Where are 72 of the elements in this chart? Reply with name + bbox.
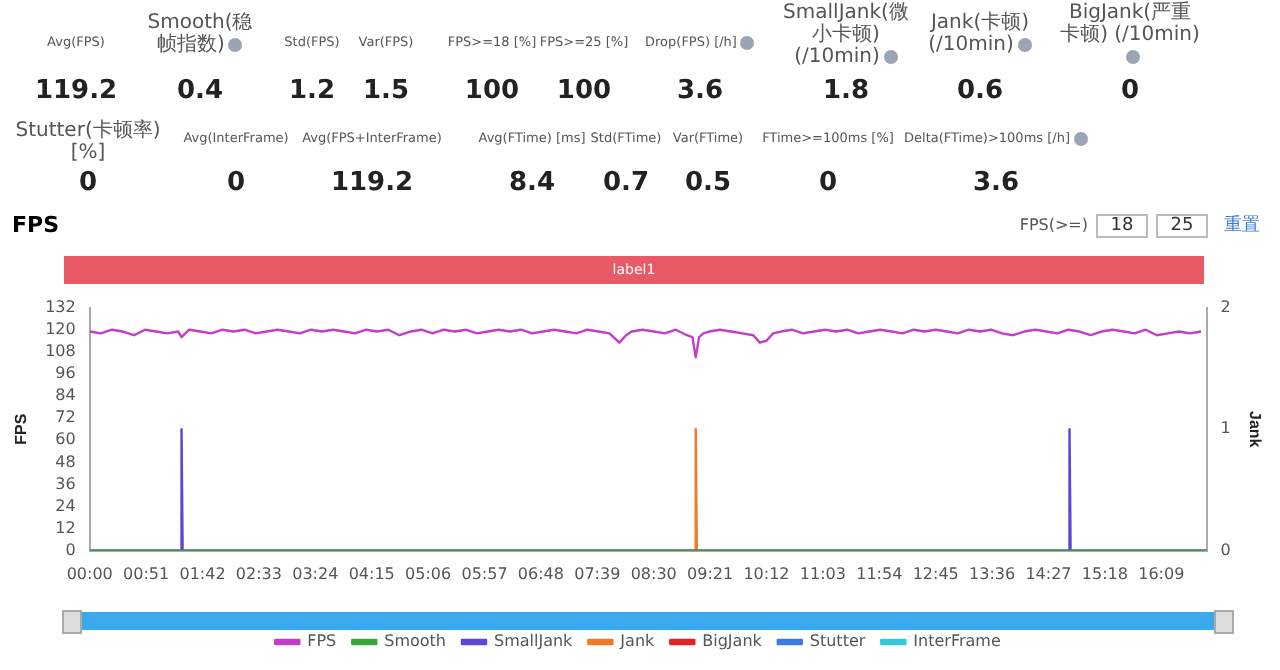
x-tick-label: 04:15 <box>348 564 395 583</box>
x-tick-label: 03:24 <box>292 564 339 583</box>
x-tick-label: 11:54 <box>856 564 903 583</box>
y2-axis-title: Jank <box>1245 410 1264 449</box>
x-tick-label: 06:48 <box>517 564 564 583</box>
text: Jank(卡顿) (/10min) <box>928 12 1029 56</box>
y-tick-label: 132 <box>45 297 76 316</box>
y-tick-label: 0 <box>65 540 76 559</box>
legend-label: Stutter <box>809 632 867 651</box>
x-tick-label: 05:06 <box>405 564 452 583</box>
y2-tick-label: 1 <box>1220 419 1231 438</box>
x-tick-label: 11:03 <box>799 564 846 583</box>
x-tick-label: 00:51 <box>123 564 170 583</box>
legend-label: InterFrame <box>913 632 1001 651</box>
y-tick-label: 108 <box>45 341 76 360</box>
text: 119.2 <box>34 76 118 106</box>
x-tick-label: 08:30 <box>630 564 677 583</box>
x-tick-label: 01:42 <box>179 564 226 583</box>
text: 3.6 <box>972 168 1020 198</box>
x-tick-label: 07:39 <box>574 564 621 583</box>
text: 0.7 <box>602 168 650 198</box>
text: BigJank(严重卡顿) (/10min) <box>1060 2 1200 46</box>
text: 0 <box>1120 76 1140 106</box>
y-tick-label: 96 <box>55 364 76 383</box>
text: 0 <box>818 168 838 198</box>
x-tick-label: 16:09 <box>1138 564 1185 583</box>
text: 119.2 <box>330 168 414 198</box>
text: SmallJank(微小卡顿) (/10min) <box>783 2 909 68</box>
y2-tick-label: 2 <box>1220 297 1231 316</box>
y-tick-label: 84 <box>55 386 76 405</box>
x-tick-label: 15:18 <box>1081 564 1128 583</box>
text: FPS(>=) <box>1019 216 1088 234</box>
text: 0 <box>78 168 98 198</box>
x-tick-label: 05:57 <box>461 564 508 583</box>
x-tick-label: 00:00 <box>66 564 113 583</box>
y-tick-label: 36 <box>55 474 76 493</box>
legend-label: FPS <box>307 632 337 651</box>
text: 0 <box>226 168 246 198</box>
text: 25 <box>1156 213 1208 237</box>
text: 3.6 <box>676 76 724 106</box>
x-tick-label: 02:33 <box>235 564 282 583</box>
y-tick-label: 72 <box>55 408 76 427</box>
text: 1.8 <box>822 76 870 106</box>
y-tick-label: 12 <box>55 518 76 537</box>
text: Smooth(稳帧指数) <box>147 12 253 56</box>
text: 0.6 <box>956 76 1004 106</box>
text: 100 <box>464 76 520 106</box>
y-tick-label: 120 <box>45 319 76 338</box>
text: Stutter(卡顿率) [%] <box>15 120 161 164</box>
y-tick-label: 60 <box>55 430 76 449</box>
text: 100 <box>556 76 612 106</box>
y2-tick-label: 0 <box>1220 540 1231 559</box>
x-tick-label: 13:36 <box>969 564 1016 583</box>
x-tick-label: 12:45 <box>912 564 959 583</box>
legend-label: Jank <box>618 632 656 651</box>
legend-label: SmallJank <box>494 632 574 651</box>
text: 1.5 <box>362 76 410 106</box>
text: 0.4 <box>176 76 224 106</box>
text: 18 <box>1096 213 1148 237</box>
y-tick-label: 24 <box>55 496 76 515</box>
legend-label: BigJank <box>702 632 763 651</box>
y-tick-label: 48 <box>55 452 76 471</box>
x-tick-label: 14:27 <box>1025 564 1072 583</box>
legend-label: Smooth <box>384 632 447 651</box>
text: 1.2 <box>288 76 336 106</box>
text: 重置 <box>1224 213 1260 238</box>
y-axis-title: FPS <box>12 412 31 445</box>
text: 8.4 <box>508 168 556 198</box>
x-tick-label: 10:12 <box>743 564 790 583</box>
text: 0.5 <box>684 168 732 198</box>
chart-title: FPS <box>12 212 59 238</box>
x-tick-label: 09:21 <box>687 564 734 583</box>
